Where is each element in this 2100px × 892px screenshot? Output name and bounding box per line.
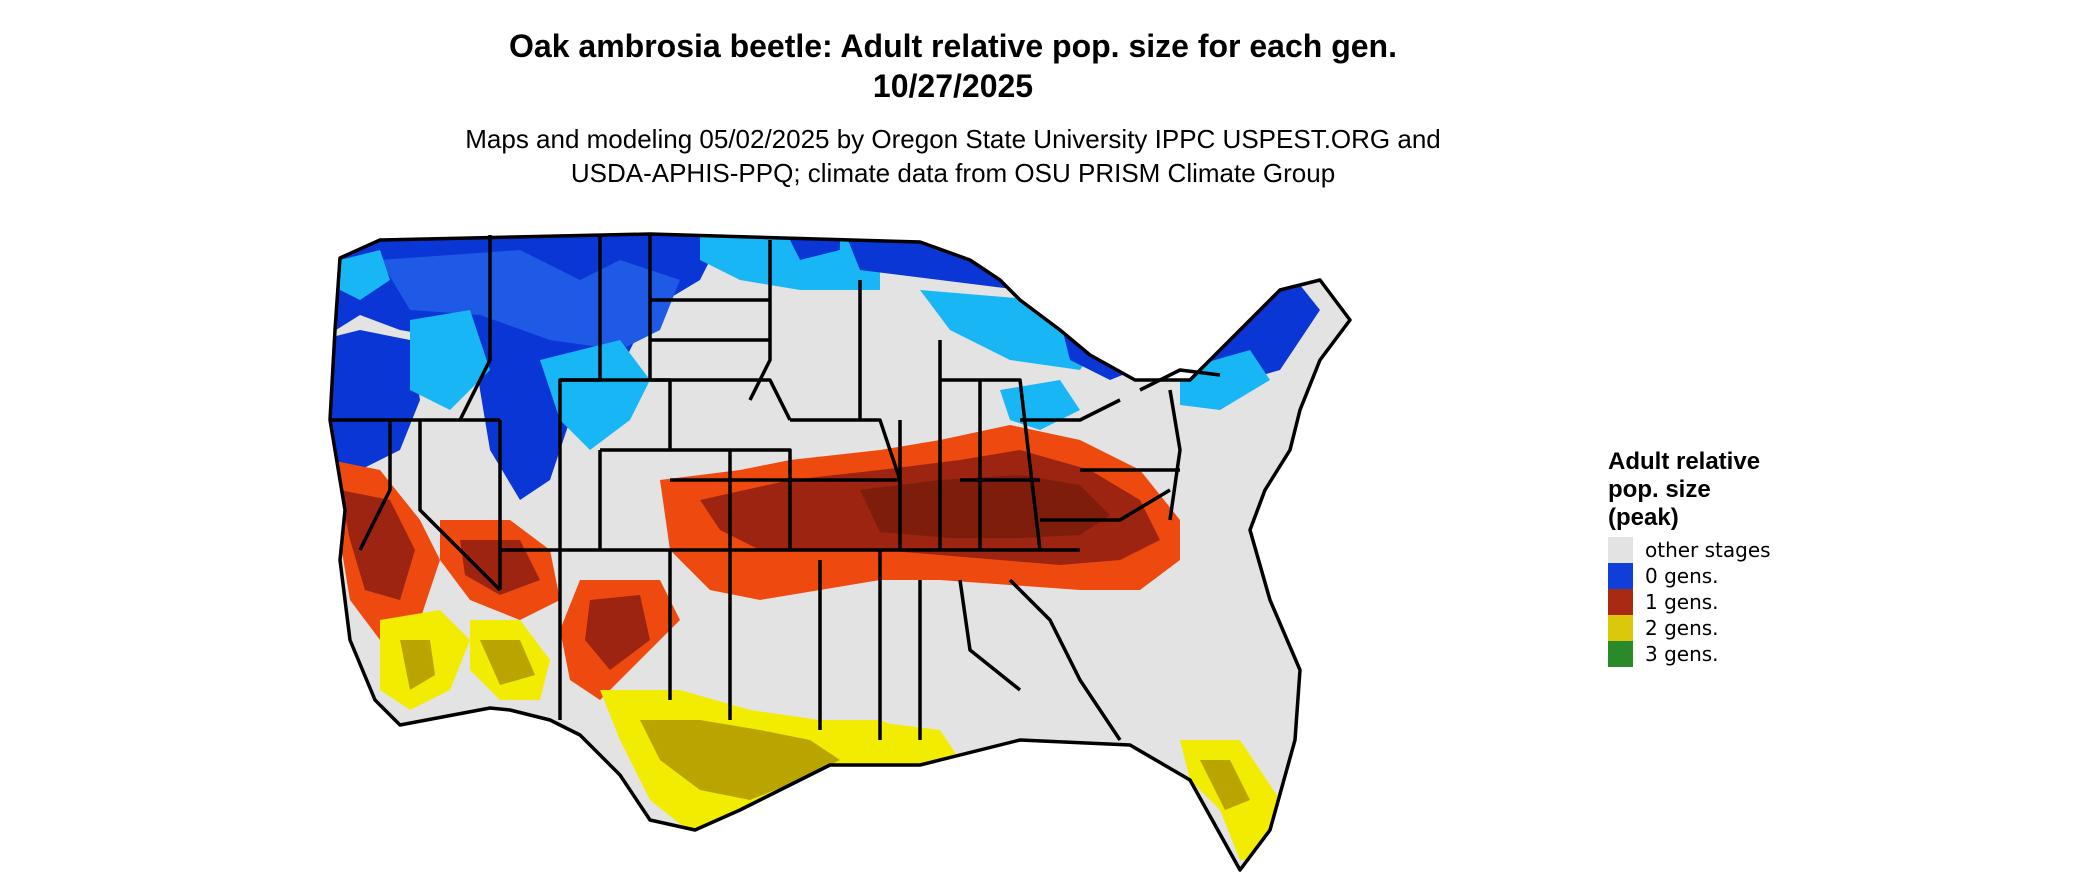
map-date: 10/27/2025: [872, 68, 1034, 104]
legend-label: 0 gens.: [1645, 564, 1719, 588]
legend-title-line: Adult relative: [1608, 448, 1761, 475]
legend-swatch: [1608, 615, 1633, 641]
state-borders: [328, 232, 1352, 872]
legend-swatch: [1608, 537, 1633, 563]
legend-title-line: (peak): [1608, 504, 1679, 531]
map-credit-line-2: USDA-APHIS-PPQ; climate data from OSU PR…: [570, 158, 1336, 188]
map-title: Oak ambrosia beetle: Adult relative pop.…: [509, 28, 1397, 64]
legend-item-2-gens: 2 gens.: [1608, 615, 1719, 641]
legend-item-1-gens: 1 gens.: [1608, 589, 1719, 615]
map-credit-line-1: Maps and modeling 05/02/2025 by Oregon S…: [465, 124, 1441, 154]
legend-swatch: [1608, 563, 1633, 589]
legend-item-3-gens: 3 gens.: [1608, 641, 1719, 667]
legend-item-other-stages: other stages: [1608, 537, 1771, 563]
legend-item-0-gens: 0 gens.: [1608, 563, 1719, 589]
legend-title-line: pop. size: [1608, 476, 1711, 503]
us-phenology-map: [328, 232, 1352, 872]
legend-label: 1 gens.: [1645, 590, 1719, 614]
legend-title: Adult relative pop. size (peak): [1608, 448, 1760, 532]
legend-label: 3 gens.: [1645, 642, 1719, 666]
legend-label: other stages: [1645, 538, 1771, 562]
legend-swatch: [1608, 589, 1633, 615]
legend-swatch: [1608, 641, 1633, 667]
phenology-fill: [330, 234, 1350, 870]
legend-label: 2 gens.: [1645, 616, 1719, 640]
